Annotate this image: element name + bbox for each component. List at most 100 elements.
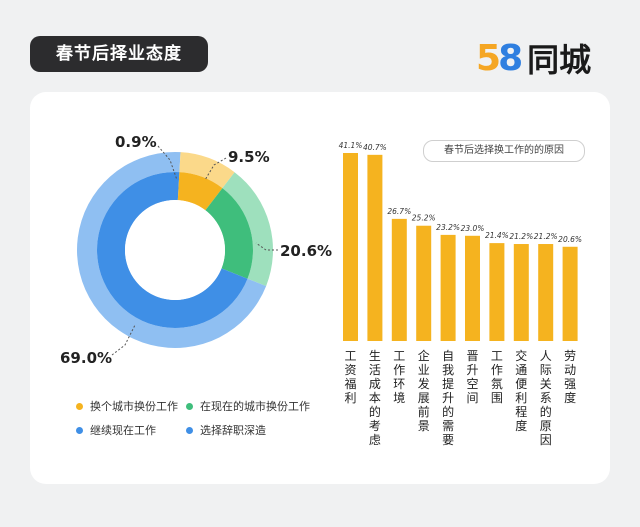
leader-line-resign (157, 145, 178, 181)
bar-category-char: 环 (393, 377, 405, 391)
bar-category-char: 升 (442, 391, 454, 405)
bar-category-char: 原 (540, 419, 552, 433)
bar-value-label: 21.4% (485, 231, 509, 240)
bar (343, 153, 358, 341)
bar-category-char: 发 (418, 376, 430, 391)
bar-category-char: 境 (393, 390, 405, 405)
bar-value-label: 41.1% (339, 141, 363, 150)
donut-slice (205, 188, 253, 279)
legend-item-same-city: 在现在的城市换份工作 (186, 398, 310, 414)
bar-category-char: 要 (442, 433, 454, 447)
bar-value-label: 25.2% (412, 214, 436, 223)
bar-category-char: 交 (515, 348, 527, 363)
brand-logo: 5 8 同城 (476, 36, 591, 80)
logo-digit-5: 5 (476, 37, 501, 79)
bar (513, 244, 529, 341)
bar-category-char: 通 (515, 363, 527, 377)
page-title: 春节后择业态度 (30, 36, 208, 72)
leader-line-continue (111, 324, 136, 356)
bar-category-char: 提 (442, 376, 454, 391)
legend-label: 换个城市换份工作 (90, 400, 178, 413)
bar-category-char: 本 (369, 391, 381, 405)
bar-category-char: 利 (515, 391, 527, 405)
bar-category-char: 活 (369, 363, 381, 377)
pie-label-resign: 0.9% (115, 133, 157, 151)
bar-category-char: 际 (540, 363, 552, 377)
bar-category-char: 企 (418, 348, 430, 363)
pie-label-continue: 69.0% (60, 349, 113, 367)
logo-digit-8: 8 (498, 37, 524, 79)
bar-category-char: 利 (344, 391, 356, 405)
donut-outer-slice (222, 172, 273, 287)
bar-category-char: 间 (466, 391, 478, 405)
bar-value-label: 21.2% (509, 232, 533, 241)
bar-category-char: 便 (515, 377, 527, 391)
bar (465, 235, 480, 341)
bar-category-char: 前 (418, 404, 430, 419)
bar-category-char: 升 (466, 363, 478, 377)
bar-category-char: 氛 (491, 377, 503, 391)
bar-category-char: 的 (442, 404, 454, 419)
legend-item-other-city: 换个城市换份工作 (76, 398, 178, 414)
bar-category-char: 福 (344, 376, 356, 391)
legend-dot-blue (186, 426, 193, 434)
bar (367, 154, 383, 341)
bar-category-char: 人 (540, 349, 552, 363)
bar-category-char: 生 (369, 349, 381, 363)
legend-item-continue: 继续现在工作 (76, 422, 156, 438)
bar (489, 243, 505, 341)
bar-value-label: 20.6% (558, 235, 582, 244)
leader-line-other-city (204, 157, 227, 181)
bar-category-char: 系 (540, 391, 552, 405)
bar-category-char: 强 (564, 377, 576, 391)
bar-category-char: 作 (491, 363, 503, 377)
bar-category-char: 考 (369, 419, 381, 433)
bar (416, 225, 432, 341)
bar-category-char: 度 (564, 390, 576, 405)
bar (562, 246, 578, 341)
legend-dot-green (186, 402, 193, 410)
legend-label: 在现在的城市换份工作 (200, 400, 310, 413)
logo-name: 同城 (527, 41, 592, 79)
donut-slice (97, 172, 248, 328)
bar-category-char: 的 (540, 404, 552, 419)
bar-category-char: 成 (369, 377, 381, 391)
pie-label-other-city: 9.5% (228, 148, 270, 166)
pie-label-same-city: 20.6% (280, 242, 333, 260)
bar-category-char: 业 (418, 363, 430, 377)
bar-value-label: 23.0% (461, 224, 485, 233)
bar-category-char: 工 (393, 349, 405, 363)
donut-slice (177, 172, 223, 211)
bar-category-char: 空 (466, 377, 478, 391)
legend-label: 选择辞职深造 (200, 424, 266, 437)
donut-hole (125, 200, 225, 300)
bar-category-char: 关 (540, 377, 552, 391)
bar (391, 218, 407, 341)
bar-category-char: 工 (344, 349, 356, 363)
bar-category-char: 动 (564, 363, 576, 377)
bar-category-char: 的 (369, 404, 381, 419)
bar-value-label: 26.7% (387, 207, 411, 216)
bar (538, 244, 554, 341)
bar-category-char: 晋 (466, 349, 478, 363)
bar-category-char: 程 (515, 404, 527, 419)
leader-line-same-city (255, 242, 278, 251)
legend-dot-blue (76, 426, 83, 434)
bar-category-char: 工 (491, 349, 503, 363)
bar-value-label: 40.7% (363, 143, 387, 152)
legend-dot-yellow (76, 402, 83, 410)
bar-category-char: 自 (442, 349, 454, 363)
bar-category-char: 劳 (564, 349, 576, 363)
bar-category-char: 度 (515, 418, 527, 433)
bar-category-char: 需 (442, 419, 454, 433)
bar-category-char: 围 (491, 391, 503, 405)
bar-category-char: 我 (442, 363, 454, 377)
bar-category-char: 展 (418, 391, 430, 405)
bar-value-label: 21.2% (534, 232, 558, 241)
bar-chart-title: 春节后选择换工作的的原因 (423, 140, 585, 162)
bar-category-char: 因 (540, 433, 552, 447)
donut-outer-slice (179, 152, 235, 189)
bar (440, 234, 456, 341)
bar-category-char: 虑 (369, 433, 381, 447)
donut-slice (175, 172, 180, 201)
